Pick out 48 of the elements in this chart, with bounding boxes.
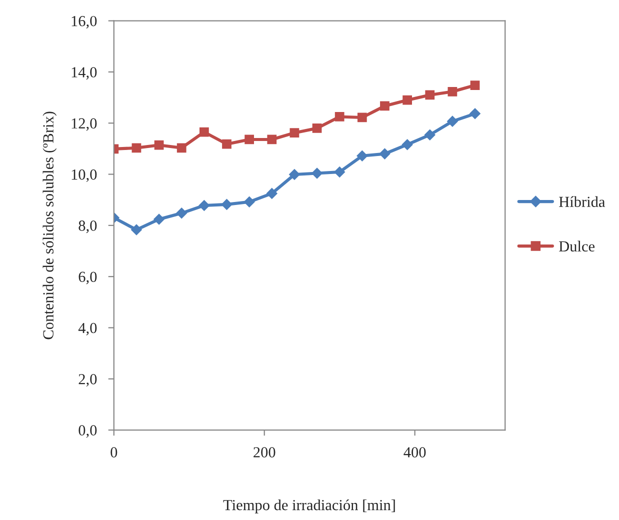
x-tick-label: 200	[254, 447, 276, 458]
point	[154, 214, 164, 225]
x-tick-label: 400	[404, 447, 426, 458]
y-tick-label: 14,0	[72, 67, 97, 80]
point	[289, 169, 300, 180]
y-tick-label: 0,0	[78, 425, 97, 438]
point	[199, 127, 209, 137]
point	[221, 199, 232, 210]
point	[402, 95, 412, 105]
y-tick-label: 12,0	[72, 118, 97, 131]
point	[356, 150, 368, 162]
legend-label: Híbrida	[559, 196, 606, 208]
point	[424, 129, 436, 140]
x-axis-title: Tiempo de irradiación [min]	[223, 499, 395, 514]
y-tick-label: 10,0	[72, 169, 97, 182]
y-tick-label: 6,0	[78, 272, 97, 284]
point	[334, 112, 344, 122]
point	[290, 128, 300, 138]
point	[244, 196, 255, 208]
point	[470, 80, 480, 90]
point	[357, 112, 367, 122]
point	[198, 200, 210, 211]
point	[334, 166, 346, 178]
point	[176, 143, 186, 153]
point	[267, 134, 277, 144]
point	[402, 139, 413, 150]
point	[154, 140, 164, 150]
point	[380, 101, 390, 111]
point	[425, 90, 435, 100]
point	[266, 188, 278, 199]
point	[244, 134, 254, 144]
point	[447, 116, 458, 127]
point	[312, 124, 322, 133]
point	[448, 86, 458, 96]
legend-label: Dulce	[559, 240, 595, 252]
x-tick-label: 0	[110, 447, 118, 458]
y-tick-label: 8,0	[78, 220, 97, 234]
point	[222, 139, 232, 149]
y-tick-label: 4,0	[78, 322, 97, 336]
y-axis-title: Contenido de sólidos solubles (ºBrix)	[42, 112, 57, 340]
y-tick-label: 16,0	[72, 16, 97, 28]
y-tick-label: 2,0	[78, 374, 97, 387]
point	[470, 108, 480, 120]
point	[176, 208, 188, 219]
point	[312, 168, 322, 179]
point	[132, 143, 142, 153]
point	[131, 224, 142, 236]
point	[379, 148, 390, 160]
